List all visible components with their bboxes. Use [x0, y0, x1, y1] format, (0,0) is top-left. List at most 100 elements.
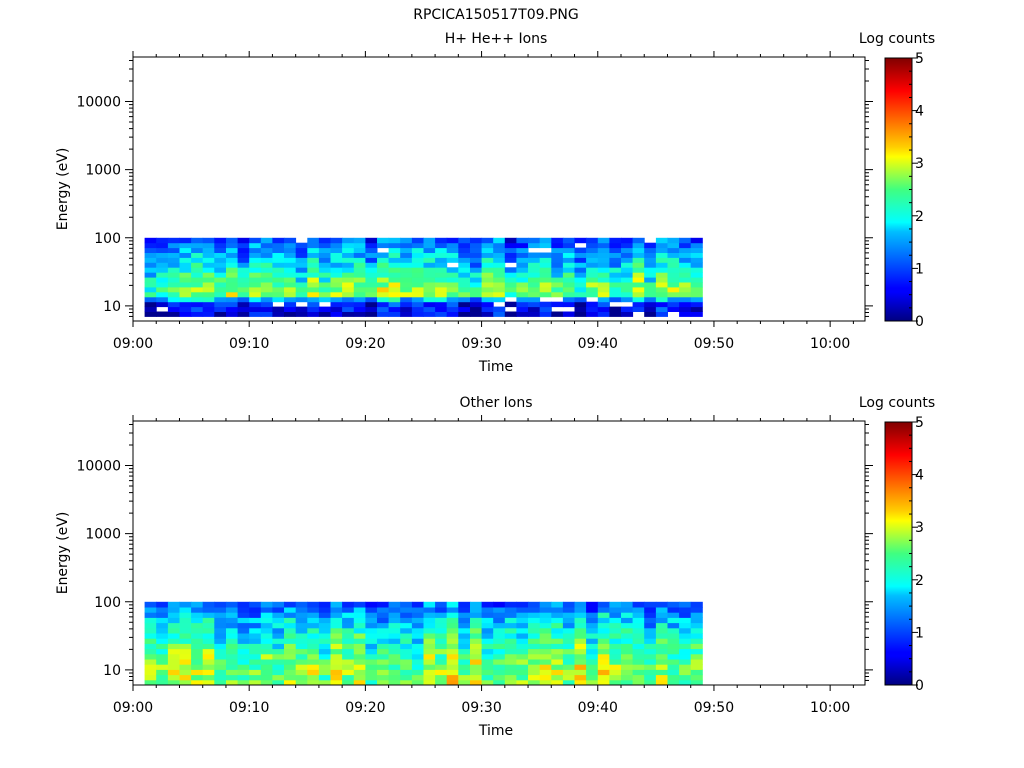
- heatmap-cell: [307, 237, 320, 244]
- heatmap-cell: [179, 674, 192, 681]
- heatmap-cell: [249, 648, 262, 655]
- heatmap-cell: [144, 643, 157, 650]
- heatmap-cell: [551, 653, 564, 660]
- heatmap-cell: [655, 612, 668, 618]
- heatmap-cell: [144, 242, 157, 249]
- heatmap-cell: [237, 679, 250, 686]
- heatmap-cell: [295, 311, 308, 317]
- heatmap-cell: [156, 262, 169, 268]
- heatmap-cell: [562, 267, 575, 273]
- heatmap-cell: [342, 612, 355, 618]
- heatmap-cell: [295, 679, 308, 686]
- heatmap-cell: [237, 262, 250, 268]
- heatmap-cell: [144, 237, 157, 244]
- heatmap-cell: [156, 664, 169, 670]
- heatmap-cell: [307, 282, 320, 288]
- heatmap-cell: [446, 247, 459, 253]
- heatmap-cell: [365, 311, 378, 317]
- heatmap-cell: [167, 617, 180, 624]
- heatmap-cell: [679, 272, 692, 278]
- heatmap-cell: [609, 296, 622, 303]
- heatmap-cell: [156, 679, 169, 686]
- heatmap-cell: [237, 252, 250, 258]
- heatmap-cell: [318, 242, 331, 249]
- heatmap-cell: [644, 659, 657, 665]
- heatmap-cell: [226, 286, 239, 293]
- heatmap-cell: [655, 282, 668, 288]
- heatmap-cell: [493, 633, 506, 639]
- heatmap-cell: [342, 653, 355, 660]
- heatmap-cell: [237, 622, 250, 629]
- heatmap-cell: [307, 653, 320, 660]
- heatmap-cell: [237, 242, 250, 249]
- heatmap-cell: [179, 653, 192, 660]
- heatmap-cell: [562, 237, 575, 244]
- heatmap-cell: [307, 601, 320, 608]
- heatmap-cell: [679, 674, 692, 681]
- heatmap-cell: [318, 306, 331, 312]
- heatmap-cell: [167, 679, 180, 686]
- heatmap-cell: [272, 601, 285, 608]
- heatmap-cell: [342, 607, 355, 613]
- heatmap-cell: [679, 257, 692, 263]
- colorbar-tick-label: 0: [915, 678, 924, 694]
- heatmap-cell: [318, 282, 331, 288]
- heatmap-cell: [493, 643, 506, 650]
- heatmap-cell: [481, 237, 494, 244]
- heatmap-cell: [214, 653, 227, 660]
- heatmap-cell: [144, 648, 157, 655]
- heatmap-cell: [679, 669, 692, 676]
- heatmap-cell: [574, 638, 587, 644]
- heatmap-cell: [562, 282, 575, 288]
- heatmap-cell: [586, 674, 599, 681]
- heatmap-cell: [458, 679, 471, 686]
- heatmap-cell: [423, 311, 436, 317]
- heatmap-cell: [435, 252, 448, 258]
- heatmap-cell: [690, 622, 703, 629]
- colorbar-tick-label: 5: [915, 51, 924, 67]
- heatmap-cell: [586, 272, 599, 278]
- heatmap-cell: [226, 679, 239, 686]
- heatmap-cell: [597, 622, 610, 629]
- heatmap-cell: [353, 291, 366, 298]
- heatmap-cell: [295, 247, 308, 253]
- heatmap-cell: [551, 622, 564, 629]
- heatmap-cell: [655, 262, 668, 268]
- heatmap-cell: [423, 296, 436, 303]
- heatmap-cell: [284, 622, 297, 629]
- heatmap-cell: [516, 622, 529, 629]
- heatmap-cell: [284, 257, 297, 263]
- heatmap-cell: [690, 659, 703, 665]
- heatmap-cell: [191, 282, 204, 288]
- heatmap-cell: [458, 291, 471, 298]
- heatmap-cell: [609, 653, 622, 660]
- heatmap-cell: [284, 659, 297, 665]
- heatmap-cell: [632, 282, 645, 288]
- heatmap-cell: [679, 306, 692, 312]
- heatmap-cell: [377, 664, 390, 670]
- heatmap-cell: [307, 291, 320, 298]
- heatmap-cell: [179, 242, 192, 249]
- heatmap-cell: [458, 286, 471, 293]
- heatmap-cell: [365, 617, 378, 624]
- heatmap-cell: [504, 257, 517, 263]
- heatmap-cell: [644, 296, 657, 303]
- heatmap-cell: [655, 633, 668, 639]
- heatmap-cell: [318, 252, 331, 258]
- heatmap-cell: [318, 617, 331, 624]
- heatmap-cell: [597, 296, 610, 303]
- heatmap-cell: [423, 607, 436, 613]
- heatmap-cell: [655, 242, 668, 249]
- heatmap-cell: [237, 296, 250, 303]
- heatmap-cell: [330, 669, 343, 676]
- heatmap-cell: [307, 607, 320, 613]
- heatmap-cell: [528, 669, 541, 676]
- heatmap-cell: [586, 617, 599, 624]
- heatmap-cell: [609, 286, 622, 293]
- heatmap-cell: [690, 601, 703, 608]
- heatmap-cell: [644, 282, 657, 288]
- heatmap-cell: [458, 301, 471, 308]
- heatmap-cell: [679, 679, 692, 686]
- heatmap-cell: [504, 638, 517, 644]
- heatmap-cell: [284, 679, 297, 686]
